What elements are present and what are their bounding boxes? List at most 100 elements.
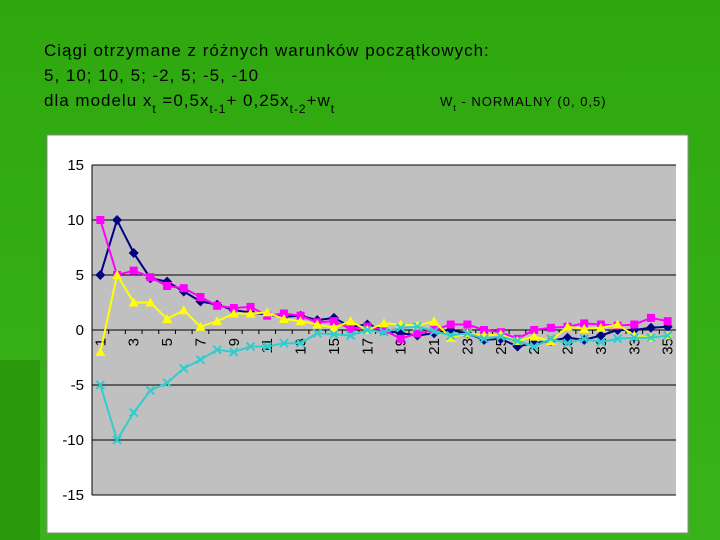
title-line: 5, 10; 10, 5; -2, 5; -5, -10	[44, 66, 259, 85]
marker	[262, 341, 272, 352]
marker	[279, 309, 288, 318]
marker	[345, 330, 356, 341]
marker	[612, 319, 623, 329]
marker	[546, 334, 556, 344]
marker	[245, 308, 256, 318]
text-part: + 0,25x	[226, 91, 289, 110]
marker	[646, 332, 656, 343]
subscript: t	[453, 103, 457, 113]
marker	[379, 327, 389, 337]
y-tick-label: -10	[62, 432, 84, 449]
marker	[262, 307, 273, 317]
subscript: t	[331, 102, 335, 116]
subscript: t-1	[210, 102, 227, 116]
noise-line: Wt - NORMALNY (0, 0,5)	[440, 94, 607, 113]
marker	[329, 317, 338, 326]
marker	[630, 320, 639, 329]
text-part: +w	[307, 91, 331, 110]
marker	[562, 321, 573, 331]
marker	[95, 270, 106, 280]
marker	[212, 316, 223, 326]
x-tick-label: 7	[192, 338, 209, 346]
x-tick-label: 25	[493, 338, 510, 355]
y-tick-label: 5	[76, 267, 84, 284]
marker	[129, 266, 138, 275]
marker	[529, 331, 540, 341]
y-tick-label: -15	[62, 487, 84, 504]
marker	[529, 341, 539, 352]
marker	[112, 435, 122, 445]
marker	[178, 305, 189, 315]
marker	[328, 322, 339, 332]
marker	[612, 334, 623, 344]
x-tick-label: 5	[159, 338, 176, 346]
marker	[296, 311, 305, 320]
subscript: t	[152, 102, 156, 116]
y-tick-label: 10	[67, 212, 84, 229]
marker	[145, 385, 156, 396]
x-tick-label: 13	[293, 338, 310, 355]
marker	[179, 363, 189, 374]
x-tick-label: 9	[226, 338, 243, 346]
x-tick-label: 21	[426, 338, 443, 355]
marker	[395, 323, 406, 333]
marker	[595, 330, 606, 341]
x-tick-label: 1	[92, 338, 109, 346]
marker	[229, 304, 238, 312]
decor	[0, 360, 40, 540]
y-tick-label: 15	[67, 157, 84, 174]
marker	[596, 337, 606, 347]
marker	[195, 321, 206, 331]
marker	[162, 314, 173, 323]
marker	[579, 323, 590, 333]
marker	[396, 334, 405, 343]
marker	[580, 319, 589, 328]
marker	[245, 341, 256, 352]
marker	[128, 297, 139, 307]
marker	[128, 248, 139, 258]
marker	[429, 316, 440, 326]
x-tick-label: 35	[660, 338, 677, 355]
marker	[345, 316, 356, 326]
marker	[429, 326, 439, 336]
marker	[463, 320, 472, 329]
marker	[645, 322, 656, 333]
marker	[196, 293, 205, 301]
marker	[379, 318, 389, 328]
model-line: dla modelu xt =0,5xt-1+ 0,25xt-2+wt	[44, 91, 335, 116]
x-tick-label: 17	[359, 338, 376, 355]
marker	[446, 320, 455, 329]
marker	[312, 319, 323, 329]
marker	[145, 297, 156, 307]
marker	[312, 328, 322, 339]
marker	[246, 302, 255, 311]
marker	[530, 326, 539, 334]
marker	[646, 313, 655, 322]
marker	[595, 322, 606, 332]
marker	[579, 334, 589, 344]
marker	[162, 378, 172, 388]
y-tick-label: -5	[71, 377, 84, 394]
marker	[346, 324, 355, 333]
marker	[329, 329, 339, 340]
y-tick-label: 0	[76, 322, 84, 339]
marker	[112, 215, 123, 225]
x-tick-label: 33	[626, 338, 643, 355]
marker	[95, 347, 106, 356]
marker	[496, 331, 506, 342]
marker	[479, 334, 489, 344]
marker	[629, 332, 639, 343]
marker	[112, 270, 123, 279]
marker	[663, 317, 672, 326]
marker	[462, 328, 473, 339]
marker	[446, 330, 456, 341]
marker	[96, 216, 105, 224]
marker	[212, 345, 222, 355]
title-line: Ciągi otrzymane z różnych warunków począ…	[44, 41, 490, 60]
marker	[278, 314, 289, 323]
marker	[129, 407, 139, 418]
text-part: - NORMALNY (0, 0,5)	[457, 94, 607, 109]
text-part: =0,5x	[157, 91, 210, 110]
